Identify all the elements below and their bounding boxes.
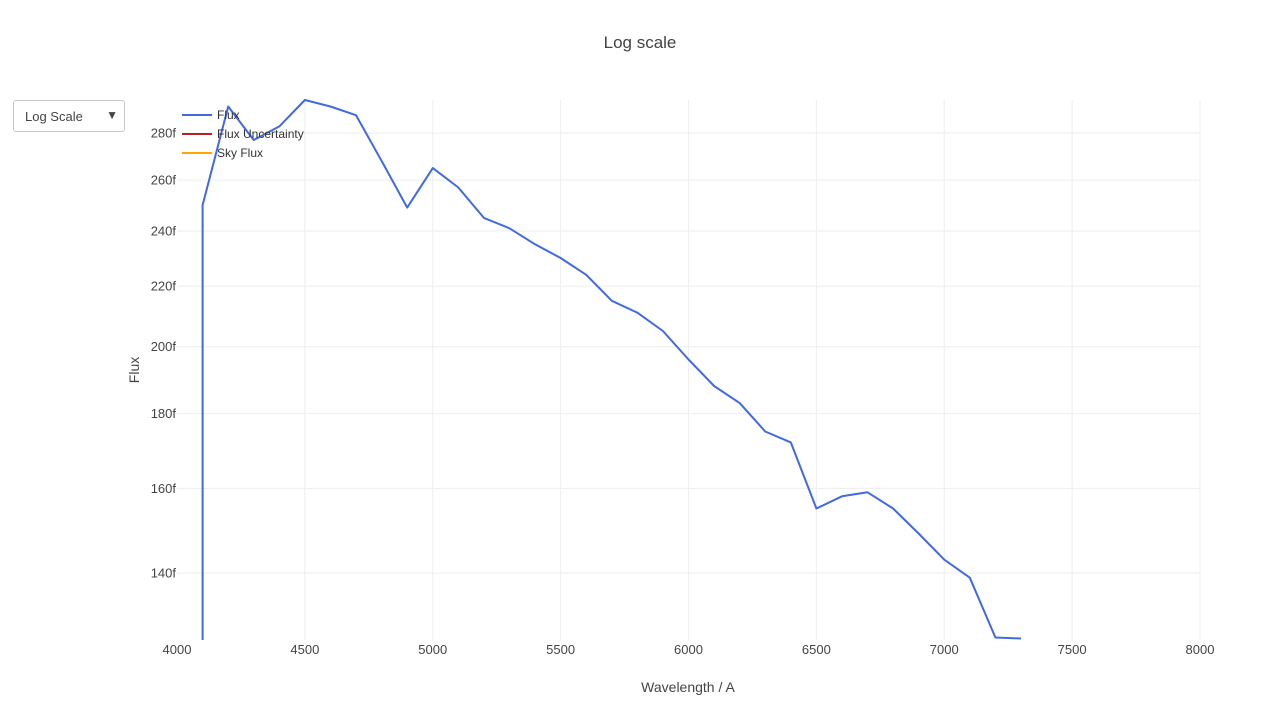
tick-labels: 4000 4500 5000 5500 6000 6500 7000 7500 8000 140f… (151, 126, 1215, 657)
scale-dropdown-label: Log Scale (25, 109, 83, 124)
legend-label: Sky Flux (217, 146, 263, 160)
legend-item-2[interactable]: Sky Flux (182, 146, 263, 160)
y-tick-label: 240f (151, 223, 177, 238)
x-tick-label: 7000 (930, 642, 959, 657)
x-tick-label: 7500 (1058, 642, 1087, 657)
y-tick-label: 140f (151, 566, 177, 581)
x-tick-label: 5000 (418, 642, 447, 657)
y-tick-label: 200f (151, 339, 177, 354)
x-tick-label: 6000 (674, 642, 703, 657)
series-line-0 (201, 99, 1022, 640)
y-tick-label: 160f (151, 481, 177, 496)
legend-item-1[interactable]: Flux Uncertainty (182, 127, 304, 141)
x-tick-label: 5500 (546, 642, 575, 657)
x-axis-label: Wavelength / A (641, 679, 735, 695)
x-tick-label: 8000 (1186, 642, 1215, 657)
y-axis-label: Flux (126, 357, 142, 383)
legend-label: Flux Uncertainty (217, 127, 304, 141)
chevron-down-icon: ▼ (106, 108, 118, 122)
y-tick-label: 220f (151, 279, 177, 294)
y-tick-label: 280f (151, 126, 177, 141)
x-tick-label: 6500 (802, 642, 831, 657)
legend-label: Flux (217, 108, 240, 122)
legend[interactable]: Flux Flux Uncertainty Sky Flux (182, 108, 304, 160)
x-tick-label: 4000 (163, 642, 192, 657)
scale-dropdown[interactable]: Log Scale ▼ (13, 100, 125, 132)
y-tick-label: 260f (151, 173, 177, 188)
grid (177, 100, 1201, 640)
data-layer (201, 99, 1022, 640)
y-tick-label: 180f (151, 406, 177, 421)
chart-title: Log scale (603, 33, 677, 52)
x-tick-label: 4500 (290, 642, 319, 657)
legend-item-0[interactable]: Flux (182, 108, 240, 122)
